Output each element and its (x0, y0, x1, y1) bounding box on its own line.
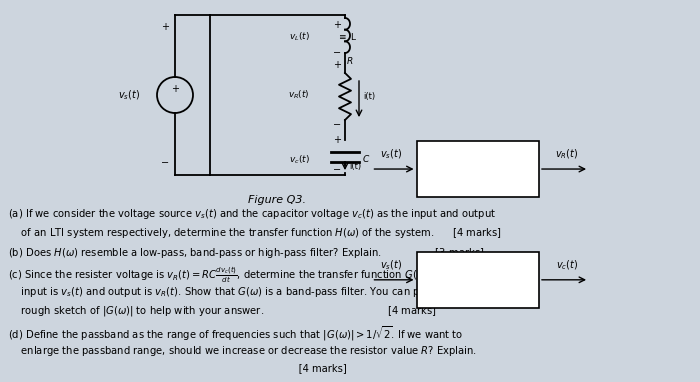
Text: R: R (347, 57, 354, 65)
Text: h(t), H(ω): h(t), H(ω) (454, 285, 501, 295)
Text: g(t), G(ω): g(t), G(ω) (454, 174, 501, 184)
Text: −: − (161, 158, 169, 168)
Text: −: − (333, 48, 341, 58)
Text: $v_s(t)$: $v_s(t)$ (380, 147, 402, 161)
Text: −: − (333, 120, 341, 130)
Text: $v_R(t)$: $v_R(t)$ (555, 147, 579, 161)
Text: (c) Since the resister voltage is $v_R(t) = RC\frac{dv_c(t)}{dt}$, determine the: (c) Since the resister voltage is $v_R(t… (8, 265, 484, 285)
Text: i(t): i(t) (349, 162, 361, 172)
Text: $v_s(t)$: $v_s(t)$ (118, 88, 140, 102)
Text: +: + (333, 20, 341, 30)
Bar (416, 252, 539, 308)
Text: $v_c(t)$: $v_c(t)$ (289, 154, 310, 166)
Text: +: + (161, 22, 169, 32)
Text: LTI system: LTI system (450, 268, 505, 278)
Text: (b) Does $H(\omega)$ resemble a low-pass, band-pass or high-pass filter? Explain: (b) Does $H(\omega)$ resemble a low-pass… (8, 246, 484, 260)
Text: of an LTI system respectively, determine the transfer function $H(\omega)$ of th: of an LTI system respectively, determine… (8, 227, 502, 241)
Text: −: − (333, 165, 341, 175)
Text: $v_L(t)$: $v_L(t)$ (289, 31, 310, 43)
Text: rough sketch of $|G(\omega)|$ to help with your answer.                         : rough sketch of $|G(\omega)|$ to help wi… (8, 304, 437, 319)
Text: +: + (171, 84, 179, 94)
Text: (a) If we consider the voltage source $v_s(t)$ and the capacitor voltage $v_c(t): (a) If we consider the voltage source $v… (8, 207, 496, 221)
Text: [4 marks]: [4 marks] (8, 363, 346, 373)
Text: $v_s(t)$: $v_s(t)$ (380, 258, 402, 272)
Text: enlarge the passband range, should we increase or decrease the resistor value $R: enlarge the passband range, should we in… (8, 343, 477, 358)
Text: (d) Define the passband as the range of frequencies such that $|G(\omega)| > 1/\: (d) Define the passband as the range of … (8, 324, 463, 343)
Text: +: + (333, 135, 341, 145)
Text: +: + (333, 60, 341, 70)
Text: $v_c(t)$: $v_c(t)$ (556, 258, 578, 272)
Text: Figure Q3.: Figure Q3. (248, 195, 307, 205)
Text: LTI system: LTI system (450, 157, 505, 167)
Text: input is $v_s(t)$ and output is $v_R(t)$. Show that $G(\omega)$ is a band-pass f: input is $v_s(t)$ and output is $v_R(t)$… (8, 285, 461, 299)
Text: i(t): i(t) (363, 92, 375, 101)
Bar (416, 141, 539, 197)
Text: $v_R(t)$: $v_R(t)$ (288, 89, 310, 101)
Text: C: C (363, 155, 370, 165)
Text: $\equiv$ L: $\equiv$ L (337, 31, 358, 42)
